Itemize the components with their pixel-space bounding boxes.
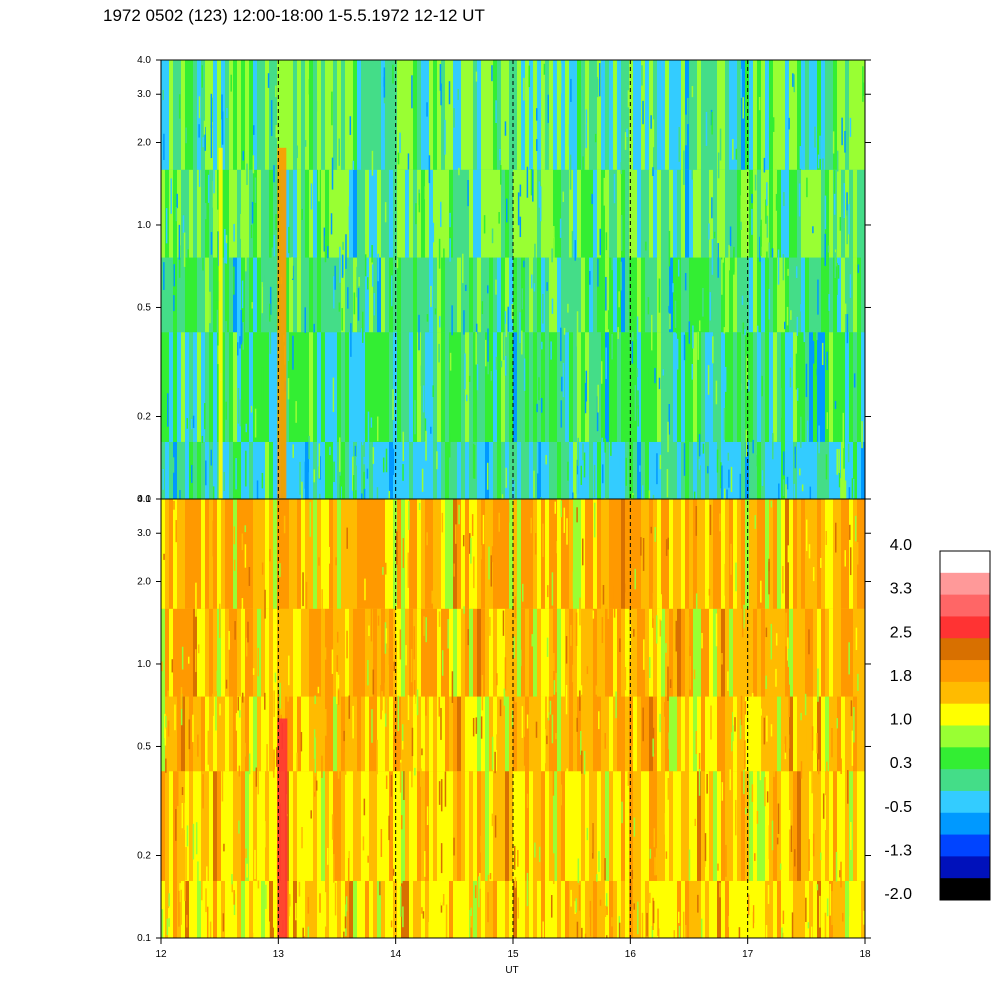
colorbar-swatch — [940, 616, 990, 639]
colorbar-label: -2.0 — [884, 886, 912, 903]
x-tick-label: 14 — [390, 949, 402, 960]
colorbar-label: 1.8 — [890, 668, 912, 685]
y-tick-label: 0.5 — [137, 302, 151, 313]
y-tick-label: 2.0 — [137, 137, 151, 148]
y-tick-label: 1.0 — [137, 220, 151, 231]
x-axis-label: UT — [505, 965, 518, 976]
chart-title: 1972 0502 (123) 12:00-18:00 1-5.5.1972 1… — [103, 6, 485, 25]
colorbar-frame — [939, 550, 991, 901]
y-tick-label: 1.0 — [137, 659, 151, 670]
y-tick-label: 3.0 — [137, 528, 151, 539]
colorbar-label: 1.0 — [890, 712, 912, 729]
y-tick-label: 0.2 — [137, 412, 151, 423]
colorbar-label: -0.5 — [884, 799, 912, 816]
colorbar-label: 3.3 — [890, 581, 912, 598]
colorbar-swatch — [940, 812, 990, 836]
y-tick-label: 0.5 — [137, 741, 151, 752]
colorbar-label: 2.5 — [890, 624, 912, 641]
y-tick-label: 0.1 — [137, 933, 151, 944]
lower-panel-heatmap — [161, 499, 865, 938]
y-tick-label: 2.0 — [137, 576, 151, 587]
colorbar-swatch — [940, 572, 990, 596]
colorbar-label: -1.3 — [884, 842, 912, 859]
x-tick-label: 18 — [859, 949, 871, 960]
colorbar-swatch — [940, 747, 990, 770]
y-tick-label: 0.1 — [137, 494, 151, 505]
y-tick-label: 4.0 — [137, 55, 151, 66]
colorbar-swatch — [940, 638, 990, 661]
colorbar-label: 0.3 — [890, 755, 912, 772]
colorbar-swatch — [940, 594, 990, 617]
colorbar-swatch — [940, 703, 990, 726]
colorbar-swatch — [940, 660, 990, 683]
x-tick-label: 12 — [155, 949, 167, 960]
x-tick-label: 15 — [507, 949, 519, 960]
y-tick-label: 3.0 — [137, 89, 151, 100]
colorbar-swatch — [940, 878, 990, 901]
hour-markers — [277, 60, 749, 938]
colorbar-swatch — [940, 834, 990, 857]
colorbar-swatch — [940, 856, 990, 879]
colorbar: 4.0 3.3 2.5 1.8 1.0 0.3 -0.5 -1.3 -2.0 — [884, 537, 991, 903]
colorbar-swatch — [940, 790, 990, 814]
colorbar-label: 4.0 — [890, 537, 912, 554]
x-tick-label: 13 — [273, 949, 285, 960]
colorbar-swatch — [940, 551, 990, 574]
y-tick-label: 4.0 — [137, 494, 151, 505]
x-tick-label: 16 — [625, 949, 637, 960]
axes: 0.10.20.51.02.03.04.00.10.20.51.02.03.04… — [137, 55, 871, 960]
colorbar-swatch — [940, 769, 990, 792]
y-tick-label: 0.2 — [137, 851, 151, 862]
x-tick-label: 17 — [742, 949, 754, 960]
colorbar-swatch — [940, 725, 990, 748]
colorbar-swatch — [940, 681, 990, 705]
